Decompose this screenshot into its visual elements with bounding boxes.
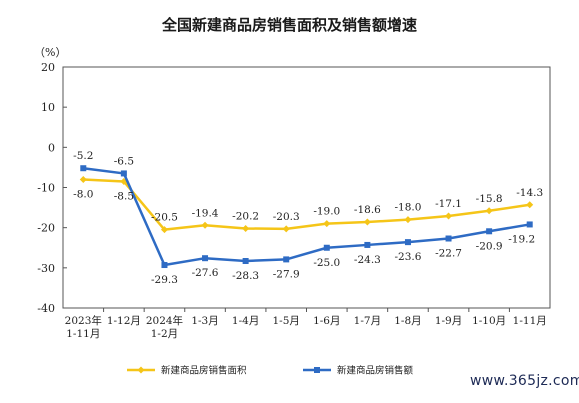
x-tick-label: 1-10月 bbox=[472, 315, 506, 327]
x-tick-label: 1-9月 bbox=[435, 315, 462, 327]
data-label: -20.9 bbox=[476, 240, 503, 252]
y-tick-label: 0 bbox=[48, 141, 55, 154]
data-label: -28.3 bbox=[232, 270, 259, 282]
data-point bbox=[445, 235, 452, 242]
data-point bbox=[526, 221, 533, 228]
data-label: -25.0 bbox=[313, 257, 340, 269]
x-tick-label: 1-7月 bbox=[354, 315, 381, 327]
x-tick-label: 1-11月 bbox=[513, 315, 547, 327]
y-tick-label: -40 bbox=[37, 302, 55, 315]
data-label: -19.0 bbox=[313, 206, 340, 218]
x-tick-label: 1-11月 bbox=[66, 328, 100, 340]
data-point bbox=[486, 228, 493, 235]
x-tick-label: 1-8月 bbox=[394, 315, 421, 327]
data-point bbox=[120, 170, 127, 177]
legend-label: 新建商品房销售额 bbox=[337, 365, 414, 377]
data-label: -19.4 bbox=[192, 207, 219, 219]
legend-label: 新建商品房销售面积 bbox=[161, 365, 247, 377]
series-line-2 bbox=[83, 166, 530, 267]
watermark-text: www.365jz.com bbox=[470, 373, 579, 389]
x-tick-label: 2023年 bbox=[65, 314, 102, 327]
y-axis-unit: （%） bbox=[34, 46, 67, 59]
data-label: -8.5 bbox=[114, 190, 134, 202]
plot-frame bbox=[62, 66, 551, 309]
data-label: -17.1 bbox=[435, 198, 462, 210]
data-point bbox=[161, 262, 168, 269]
data-label: -27.9 bbox=[273, 268, 300, 280]
data-point bbox=[202, 255, 209, 262]
data-point bbox=[242, 258, 249, 265]
data-label: -14.3 bbox=[516, 187, 543, 199]
data-label: -20.5 bbox=[151, 212, 178, 224]
data-point bbox=[79, 175, 87, 183]
data-label: -20.3 bbox=[273, 211, 300, 223]
data-label: -18.6 bbox=[354, 204, 381, 216]
x-tick-label: 1-6月 bbox=[313, 315, 340, 327]
series-line-1 bbox=[83, 178, 530, 231]
data-point bbox=[445, 212, 453, 220]
data-point bbox=[323, 244, 330, 251]
y-tick-label: -10 bbox=[37, 182, 55, 195]
chart-title: 全国新建商品房销售面积及销售额增速 bbox=[161, 16, 417, 34]
data-label: -8.0 bbox=[73, 188, 93, 200]
x-tick-label: 1-5月 bbox=[272, 315, 299, 327]
data-label: -18.0 bbox=[394, 202, 421, 214]
x-tick-label: 1-12月 bbox=[107, 315, 141, 327]
legend-marker bbox=[314, 367, 320, 373]
data-point bbox=[526, 201, 534, 209]
x-tick-label: 1-4月 bbox=[232, 315, 259, 327]
data-point bbox=[282, 225, 290, 233]
data-label: -5.2 bbox=[73, 150, 93, 162]
data-label: -6.5 bbox=[114, 155, 134, 167]
data-label: -23.6 bbox=[394, 251, 421, 263]
x-tick-label: 2024年 bbox=[146, 314, 183, 327]
data-point bbox=[283, 256, 290, 263]
data-point bbox=[364, 241, 371, 248]
y-tick-label: -30 bbox=[37, 262, 55, 275]
data-label: -29.3 bbox=[151, 274, 178, 286]
y-tick-label: -20 bbox=[37, 222, 55, 235]
legend-marker bbox=[137, 366, 145, 374]
data-point bbox=[404, 216, 412, 224]
data-point bbox=[80, 165, 87, 172]
data-point bbox=[160, 226, 168, 234]
y-tick-label: 10 bbox=[41, 101, 55, 114]
data-point bbox=[242, 224, 250, 232]
data-label: -15.8 bbox=[476, 193, 503, 205]
data-label: -20.2 bbox=[232, 210, 259, 222]
data-label: -19.2 bbox=[508, 233, 535, 245]
x-tick-label: 1-2月 bbox=[151, 328, 178, 340]
data-point bbox=[201, 221, 209, 229]
data-point bbox=[363, 218, 371, 226]
data-point bbox=[485, 207, 493, 215]
data-label: -27.6 bbox=[192, 267, 219, 279]
data-point bbox=[404, 239, 411, 246]
y-tick-label: 20 bbox=[41, 61, 55, 74]
data-label: -22.7 bbox=[435, 248, 462, 260]
data-label: -24.3 bbox=[354, 254, 381, 266]
x-tick-label: 1-3月 bbox=[191, 315, 218, 327]
data-point bbox=[323, 220, 331, 228]
